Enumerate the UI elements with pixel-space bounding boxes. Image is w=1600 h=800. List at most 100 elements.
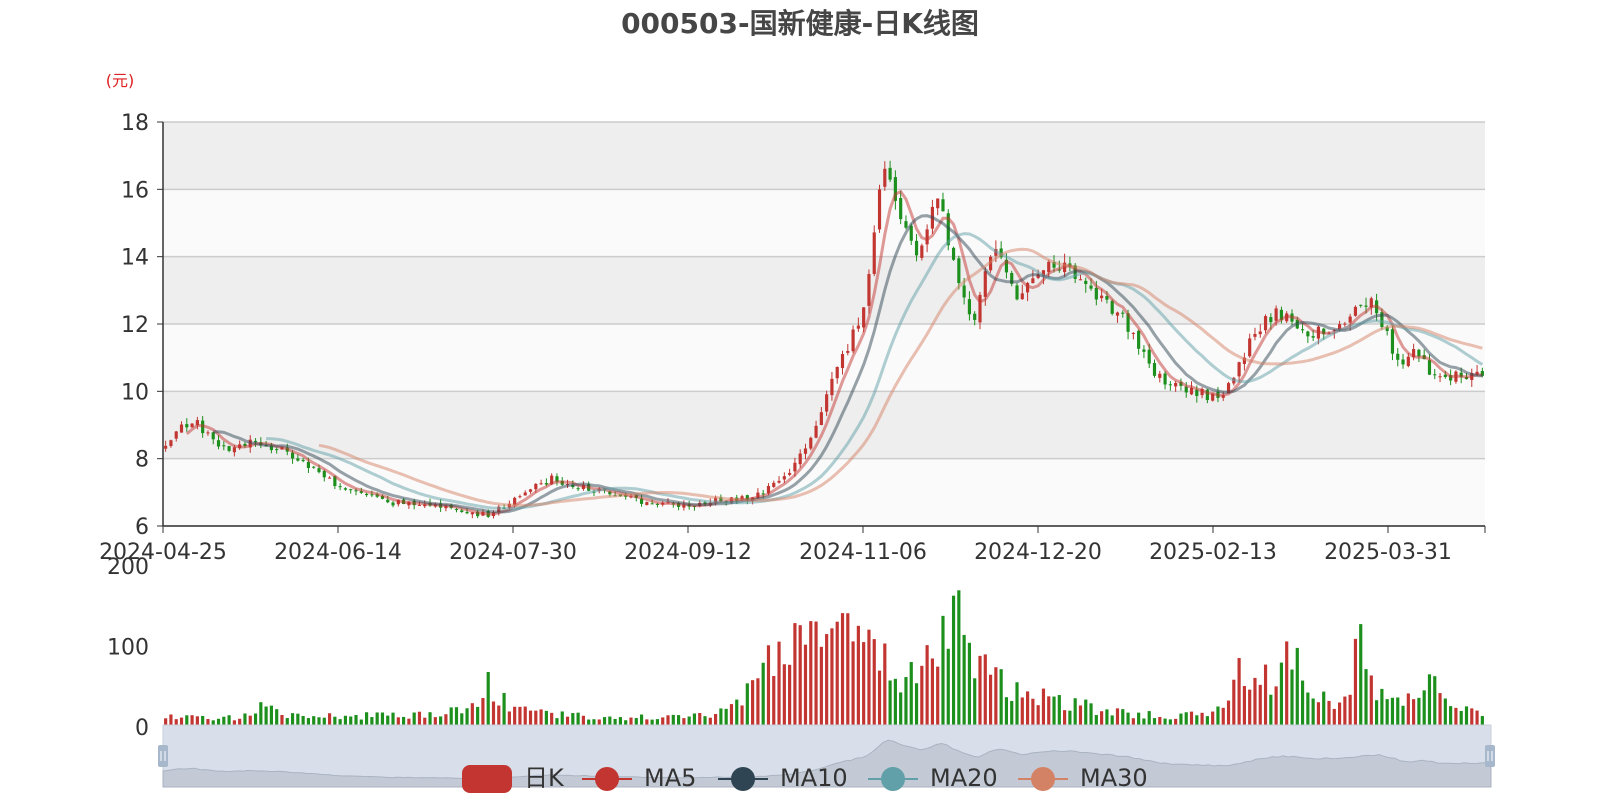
volume-bar <box>751 680 755 727</box>
volume-bar <box>275 709 279 727</box>
volume-bar <box>1126 712 1130 727</box>
volume-bar <box>1396 697 1400 727</box>
volume-bar <box>470 703 474 727</box>
candle-body <box>1200 388 1204 396</box>
candle-body <box>1480 371 1484 376</box>
volume-bar <box>1274 686 1278 727</box>
volume-bar <box>867 629 871 727</box>
volume-bar <box>1433 676 1437 727</box>
volume-bar <box>560 711 564 727</box>
candle-body <box>1337 324 1342 331</box>
candle-body <box>174 431 178 439</box>
candle-body <box>655 503 660 505</box>
volume-bar <box>1052 696 1056 727</box>
volume-bar <box>793 623 797 727</box>
volume-bar <box>862 642 866 727</box>
volume-bar <box>1237 658 1241 727</box>
volume-bar <box>1174 718 1178 727</box>
candle-body <box>1353 306 1358 316</box>
volume-bar <box>1010 700 1014 727</box>
volume-bar <box>460 713 464 727</box>
price-y-tick-label: 8 <box>135 448 149 473</box>
candle-body <box>518 496 522 498</box>
zoom-handle-left[interactable] <box>158 745 168 767</box>
volume-bar <box>883 643 887 727</box>
volume-bar <box>745 683 749 727</box>
volume-bar <box>491 701 496 727</box>
price-grid-band <box>163 324 1485 392</box>
candle-body <box>1248 338 1252 357</box>
volume-bar <box>1454 707 1458 727</box>
volume-bar <box>798 625 802 727</box>
candle-body <box>1300 329 1305 331</box>
volume-bar <box>1269 694 1273 727</box>
candle-body <box>788 472 792 475</box>
candle-body <box>650 503 654 505</box>
zoom-handle-right[interactable] <box>1485 745 1495 767</box>
volume-bar <box>962 634 966 727</box>
candle-body <box>1020 293 1024 300</box>
volume-bar <box>973 678 977 727</box>
candle-body <box>1390 329 1395 354</box>
candle-body <box>1359 304 1363 306</box>
volume-bar <box>936 666 940 727</box>
volume-bar <box>597 719 601 727</box>
candle-body <box>1168 384 1172 386</box>
candle-body <box>1184 386 1188 393</box>
price-grid-band <box>163 256 1485 324</box>
candle-body <box>1147 349 1151 364</box>
candle-body <box>782 476 786 480</box>
candle-body <box>951 247 956 260</box>
volume-bar <box>877 670 882 727</box>
candle-body <box>777 480 781 483</box>
volume-bar <box>835 621 839 727</box>
legend-item-ma20[interactable]: MA20 <box>868 764 998 792</box>
volume-bar <box>1263 664 1268 727</box>
volume-y-tick-label: 0 <box>135 716 149 741</box>
candle-body <box>1433 374 1437 376</box>
candle-body <box>936 198 940 209</box>
volume-bar <box>809 621 813 727</box>
volume-bar <box>999 669 1003 727</box>
volume-bar <box>1343 696 1347 727</box>
volume-bar <box>951 595 956 727</box>
volume-bar <box>708 717 712 727</box>
price-unit-label: (元) <box>106 71 135 90</box>
volume-bar <box>1020 697 1024 727</box>
volume-bar <box>788 664 792 727</box>
legend-item-ma30[interactable]: MA30 <box>1018 764 1148 792</box>
candle-body <box>1385 327 1389 331</box>
candle-body <box>825 394 829 412</box>
volume-bar <box>259 702 263 727</box>
candle-body <box>306 461 311 468</box>
legend-label-ma10: MA10 <box>780 764 848 792</box>
legend-item-ma5[interactable]: MA5 <box>582 764 696 792</box>
volume-bar <box>333 716 337 727</box>
candle-body <box>322 470 326 478</box>
candle-body <box>1205 389 1209 401</box>
price-y-tick-label: 12 <box>121 313 149 338</box>
volume-bar <box>1041 688 1046 727</box>
volume-bar <box>1353 638 1358 727</box>
volume-bar <box>179 717 184 727</box>
volume-bar <box>1443 698 1447 727</box>
volume-bar <box>528 710 533 727</box>
candle-body <box>962 285 966 298</box>
price-y-tick-label: 14 <box>121 246 149 271</box>
volume-bar <box>613 718 617 727</box>
volume-bar <box>264 706 268 727</box>
volume-bar <box>983 654 987 727</box>
volume-bar <box>444 714 448 727</box>
candle-body <box>1110 300 1114 314</box>
volume-bar <box>238 718 242 727</box>
legend-item-ma10[interactable]: MA10 <box>718 764 848 792</box>
candle-body <box>740 496 744 500</box>
volume-bar <box>1332 708 1336 727</box>
price-y-tick-label: 16 <box>121 178 149 203</box>
data-zoom-slider[interactable] <box>158 724 1495 788</box>
volume-bar <box>1073 698 1077 727</box>
candle-body <box>1380 312 1384 328</box>
legend-item-daily-k[interactable]: 日K <box>462 764 565 793</box>
volume-bar <box>825 634 829 727</box>
